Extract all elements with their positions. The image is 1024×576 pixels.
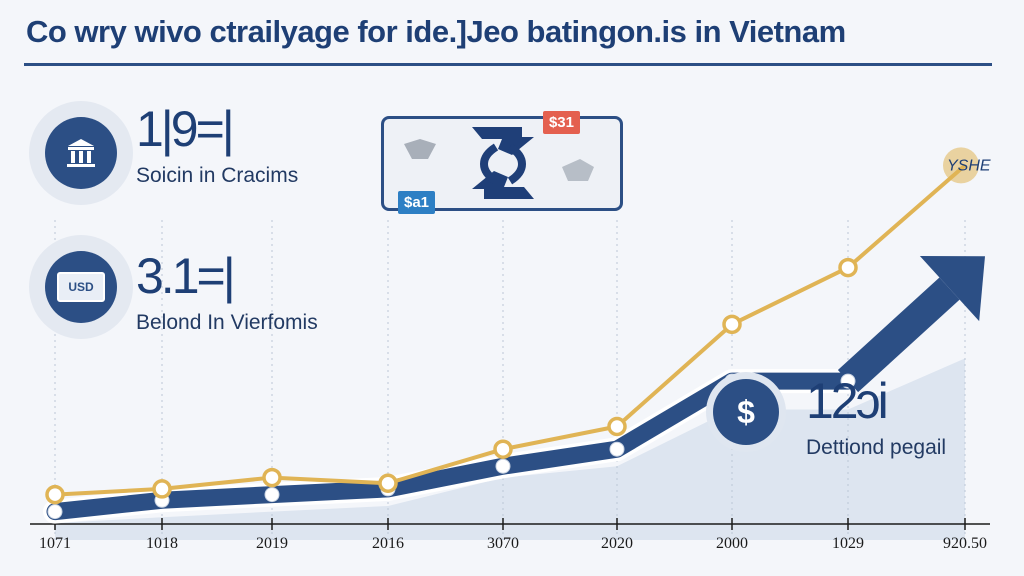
bank-icon	[45, 117, 117, 189]
x-tick-label-6: 2000	[716, 535, 748, 552]
stat-2-value: 3.1=|	[136, 248, 236, 304]
gold-end-label: YSHE	[947, 157, 991, 174]
navy-point-4	[495, 458, 511, 474]
gold-point-7	[838, 257, 858, 278]
gold-point-0	[45, 484, 65, 505]
usd-banknote-icon: USD	[45, 251, 117, 323]
x-tick-label-1: 1018	[146, 535, 178, 552]
stat-3-icon-circle: $	[706, 372, 786, 452]
dollar-sign: $	[737, 393, 755, 430]
usd-label: USD	[68, 280, 94, 294]
gold-point-6	[722, 314, 742, 335]
exchange-card: $31 $a1	[381, 111, 623, 214]
card-badge-bottom: $a1	[398, 191, 436, 214]
stat-1-value: 1|9=|	[136, 101, 235, 157]
stat-3-value: 12ɔi	[806, 373, 889, 429]
x-tick-label-5: 2020	[601, 535, 633, 552]
stat-2-icon-circle: USD	[29, 235, 133, 339]
x-tick-label-8: 920.50	[943, 535, 987, 552]
x-tick-label-4: 3070	[487, 535, 519, 552]
stat-1-caption: Soicin in Cracims	[136, 164, 299, 187]
stat-2-caption: Belond In Vierfomis	[136, 311, 318, 334]
x-tick-label-7: 1029	[832, 535, 864, 552]
gold-point-1	[152, 479, 172, 499]
navy-point-2	[264, 487, 280, 503]
navy-arrow-shaft	[837, 277, 960, 393]
x-tick-label-0: 1071	[39, 535, 71, 552]
dollar-coin-icon: $	[713, 379, 779, 445]
stat-3-caption: Dettiond pegail	[806, 436, 947, 459]
page-title: Co wry wivo ctrailyage for ide.]Jeo bati…	[26, 14, 846, 49]
gold-point-4	[493, 439, 513, 459]
navy-point-5	[609, 441, 625, 457]
gold-point-3	[378, 473, 398, 493]
gold-point-2	[262, 467, 282, 488]
x-tick-label-2: 2019	[256, 535, 288, 552]
card-badge-top: $31	[542, 111, 580, 134]
navy-point-7	[840, 373, 856, 389]
title-divider	[24, 63, 992, 66]
gold-point-5	[607, 416, 627, 437]
stat-1-icon-circle	[29, 101, 133, 205]
gold-end-splash	[943, 147, 979, 184]
navy-arrow-head	[919, 256, 985, 322]
exchange-arrows-icon	[404, 127, 594, 199]
area-fill	[55, 358, 965, 540]
x-tick-label-3: 2016	[372, 535, 404, 552]
navy-point-0	[47, 504, 63, 520]
